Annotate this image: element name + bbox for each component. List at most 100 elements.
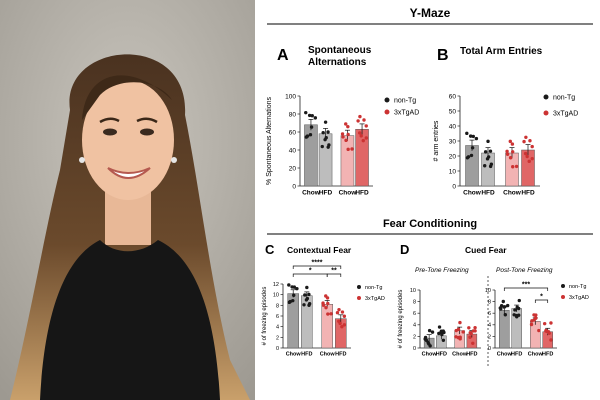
chart-a-data-point: [364, 124, 368, 128]
chart-d-pre-x-tick-label: HFD: [436, 352, 447, 358]
chart-c-sig-label: *: [309, 268, 312, 275]
chart-d-pre-y-tick-label: 0: [413, 346, 416, 352]
chart-d-pre-data-point: [423, 335, 428, 340]
legend-c-ad-label: 3xTgAD: [365, 296, 385, 302]
chart-b-data-point: [508, 139, 512, 144]
chart-b-data-point: [528, 139, 532, 143]
legend-a-ad-label: 3xTgAD: [394, 110, 419, 117]
chart-b-data-point: [508, 156, 513, 160]
chart-a-data-point: [346, 132, 350, 137]
chart-b-data-point: [505, 152, 510, 157]
chart-b-y-tick-label: 60: [449, 93, 457, 100]
panel-d-post-subtitle: Post-Tone Freezing: [496, 267, 553, 274]
legend-b-tg-marker: [543, 94, 549, 100]
chart-a-data-point: [344, 122, 348, 126]
legend-b-ad-label: 3xTgAD: [553, 111, 578, 118]
panel-c-letter: C: [265, 242, 275, 257]
panel-a-title-2: Alternations: [308, 57, 367, 68]
chart-d-post-y-tick-label: 0: [488, 346, 491, 352]
right-eyebrow: [136, 117, 158, 124]
chart-d-post-data-point: [549, 321, 553, 325]
chart-c-data-point: [335, 311, 340, 315]
chart-d-post-data-point: [534, 313, 538, 317]
chart-d-pre-data-point: [468, 330, 472, 335]
chart-d-post-x-tick-label: HFD: [542, 352, 553, 358]
chart-c-y-tick-label: 10: [273, 293, 279, 299]
chart-a-data-point: [362, 118, 366, 122]
chart-a-data-point: [359, 134, 363, 138]
chart-c-bar: [321, 304, 333, 349]
chart-b-data-point: [468, 134, 473, 138]
panel-c-title: Contextual Fear: [287, 245, 352, 255]
legend-d-tg-marker: [561, 284, 565, 288]
legend-a-ad-marker: [384, 109, 390, 115]
chart-d-post-sig-label: *: [540, 294, 543, 301]
chart-c-data-point: [342, 314, 347, 318]
chart-b-bar: [465, 145, 479, 187]
chart-d-pre-data-point: [437, 325, 442, 329]
chart-b-x-tick-label: Chow: [463, 190, 482, 197]
chart-b-y-tick-label: 40: [449, 123, 457, 130]
chart-d-post-data-point: [513, 308, 517, 312]
chart-a-y-tick-label: 40: [289, 147, 297, 154]
legend-c-ad-marker: [357, 296, 361, 300]
chart-b-data-point: [469, 153, 474, 158]
chart-b-data-point: [522, 139, 526, 144]
chart-c-data-point: [337, 307, 341, 312]
chart-d-post-y-tick-label: 10: [485, 288, 491, 294]
right-eye: [140, 128, 154, 136]
chart-d-post-data-point: [505, 303, 510, 308]
chart-c-y-tick-label: 8: [276, 303, 279, 309]
chart-a-data-point: [346, 147, 350, 152]
panel-d-title: Cued Fear: [465, 245, 507, 255]
chart-a-data-point: [326, 145, 330, 149]
chart-c-y-tick-label: 12: [273, 282, 279, 288]
chart-c-data-point: [307, 292, 311, 297]
chart-d-post-sig-bracket: [534, 299, 549, 303]
legend-d-tg-label: non-Tg: [569, 284, 586, 290]
chart-c-y-tick-label: 4: [276, 325, 279, 331]
legend-c-tg-marker: [357, 285, 361, 289]
chart-a-data-point: [326, 130, 330, 134]
chart-d-post-y-tick-label: 8: [488, 300, 491, 306]
chart-d-pre-y-tick-label: 2: [413, 334, 416, 340]
legend-a-tg-label: non-Tg: [394, 98, 416, 105]
chart-c-data-point: [305, 285, 309, 290]
chart-b-data-point: [488, 164, 493, 169]
chart-b-data-point: [483, 164, 487, 168]
chart-a-y-tick-label: 60: [289, 129, 297, 136]
chart-d-post-sig-bracket: [503, 287, 549, 291]
chart-b-data-point: [510, 142, 515, 146]
chart-c-data-point: [287, 283, 291, 287]
ymaze-title: Y-Maze: [410, 6, 451, 20]
chart-b-data-point: [470, 146, 475, 150]
panel-b-letter: B: [437, 47, 449, 64]
chart-a-data-point: [341, 135, 345, 139]
chart-a-bar: [340, 135, 355, 187]
chart-c-y-label: # of freezing episodes: [262, 287, 268, 346]
chart-b-data-point: [530, 144, 534, 149]
chart-c-data-point: [340, 310, 345, 314]
chart-d-pre-y-tick-label: 6: [413, 311, 416, 317]
chart-d-post-data-point: [542, 321, 547, 326]
chart-b-data-point: [485, 157, 490, 161]
panel-d-pre-subtitle: Pre-Tone Freezing: [415, 267, 469, 274]
chart-c-y-tick-label: 6: [276, 314, 279, 320]
legend-d: non-Tg 3xTgAD: [561, 284, 589, 301]
chart-d-post-y-tick-label: 4: [488, 323, 491, 329]
left-eye: [103, 128, 117, 136]
panel-b-title: Total Arm Entries: [460, 46, 543, 57]
chart-d-pre-data-point: [471, 329, 476, 333]
chart-d-post-sig-label: ***: [522, 282, 530, 289]
smile: [107, 167, 151, 179]
chart-c-data-point: [325, 296, 330, 300]
chart-c-x-tick-label: HFD: [301, 352, 312, 358]
chart-c-data-point: [324, 305, 328, 310]
chart-d-pre-data-point: [441, 338, 446, 342]
chart-c-x-tick-label: HFD: [335, 352, 346, 358]
chart-a-data-point: [361, 138, 365, 143]
chart-c-data-point: [292, 285, 297, 289]
chart-b-y-tick-label: 0: [452, 183, 456, 190]
chart-a-y-label: % Spontaneous Alternations: [266, 97, 273, 185]
